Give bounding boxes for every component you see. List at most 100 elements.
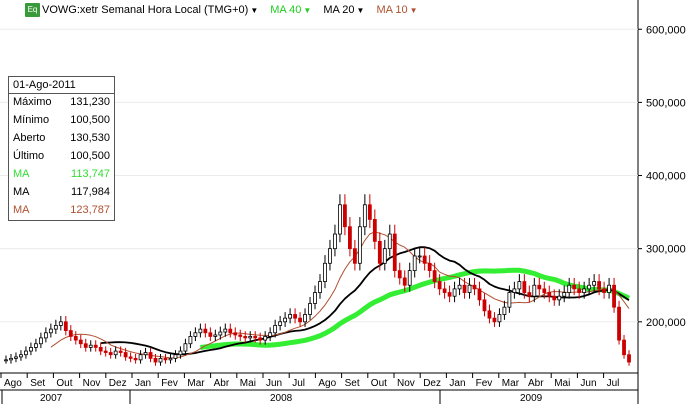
candle-body [427, 262, 432, 272]
candle-body [452, 288, 457, 297]
ma10-selector[interactable]: MA 10 ▼ [376, 4, 418, 16]
candle-body [338, 204, 342, 235]
candle-body [133, 357, 138, 361]
candle-body [223, 328, 228, 333]
candle-body [352, 248, 357, 264]
candle-body [412, 255, 417, 272]
year-label: 2008 [270, 393, 293, 404]
candle-body [4, 359, 8, 362]
x-tick-label: Fev [161, 378, 178, 389]
x-tick-label: Abr [528, 378, 544, 389]
candle-body [123, 352, 128, 358]
candle-body [63, 321, 68, 331]
candle-body [617, 306, 621, 341]
candle-body [108, 352, 113, 356]
candle-body [397, 270, 402, 279]
candle-body [43, 332, 48, 339]
candle-body [14, 356, 18, 359]
candle-body [248, 336, 253, 339]
candle-body [103, 350, 108, 353]
candle-body [333, 233, 337, 250]
ma20-selector[interactable]: MA 20 ▼ [323, 4, 365, 16]
candle-body [372, 219, 377, 242]
candle-body [328, 248, 332, 264]
candle-body [29, 347, 33, 352]
candle-body [387, 233, 392, 250]
info-label: Máximo [13, 96, 52, 108]
x-tick-label: Jan [449, 378, 465, 389]
x-tick-label: Jul [292, 378, 305, 389]
info-label: MA [13, 204, 30, 216]
x-tick-label: Mar [187, 378, 205, 389]
candle-body [188, 336, 193, 345]
x-tick-label: Mai [554, 378, 570, 389]
ma40-selector[interactable]: MA 40 ▼ [270, 4, 312, 16]
candle-body [447, 292, 452, 297]
candle-body [278, 321, 283, 326]
candle-body [38, 337, 43, 345]
candle-body [382, 248, 387, 264]
candle-body [572, 284, 577, 290]
candle-body [73, 336, 78, 341]
candle-body [422, 255, 427, 264]
info-value: 117,984 [71, 186, 110, 198]
candle-body [323, 262, 327, 282]
candle-body [392, 233, 397, 272]
candle-body [78, 339, 83, 345]
equity-icon: Eq [25, 3, 40, 17]
candle-body [552, 295, 557, 301]
candle-body [562, 292, 567, 297]
info-value: 130,530 [70, 132, 110, 144]
candle-body [283, 317, 288, 323]
candle-body [582, 288, 587, 293]
candle-body [268, 332, 273, 337]
candle-body [68, 330, 73, 337]
candle-body [113, 350, 118, 356]
candle-body [537, 284, 542, 290]
year-label: 2009 [520, 393, 543, 404]
info-value: 100,500 [70, 114, 110, 126]
candle-body [118, 350, 123, 353]
candle-body [153, 357, 158, 363]
x-tick-label: Dez [109, 378, 127, 389]
candle-body [293, 314, 297, 319]
candle-body [437, 281, 442, 290]
x-tick-label: Mai [240, 378, 256, 389]
x-tick-label: Jan [135, 378, 151, 389]
year-label: 2007 [40, 393, 63, 404]
x-tick-label: Nov [397, 378, 415, 389]
candle-body [487, 310, 492, 319]
candle-body [507, 292, 512, 308]
candle-body [128, 356, 133, 359]
y-tick-label: 500,000 [646, 97, 686, 109]
x-tick-label: Set [345, 378, 360, 389]
info-label: Mínimo [13, 114, 50, 126]
candle-body [512, 288, 517, 293]
candle-body [34, 343, 38, 348]
candle-body [472, 284, 477, 290]
x-tick-label: Out [371, 378, 387, 389]
info-row: Máximo 131,230 [9, 94, 114, 112]
info-label: MA [13, 186, 30, 198]
candle-body [547, 292, 552, 297]
candle-body [492, 317, 497, 323]
candle-body [58, 321, 63, 326]
candle-body [183, 343, 188, 352]
candle-body [83, 343, 88, 348]
candle-body [158, 357, 163, 363]
candle-body [93, 344, 98, 348]
candle-body [597, 281, 602, 290]
candle-body [313, 292, 317, 304]
candle-body [587, 284, 592, 290]
instrument-title[interactable]: VOWG:xetr Semanal Hora Local (TMG+0) ▼ [42, 4, 259, 16]
y-tick-label: 300,000 [646, 244, 686, 256]
candle-body [238, 334, 243, 337]
candle-body [502, 306, 507, 315]
info-date: 01-Ago-2011 [9, 77, 114, 94]
candle-body [522, 281, 527, 293]
candle-body [497, 314, 502, 323]
info-row: MA 123,787 [9, 202, 114, 220]
candle-body [318, 281, 322, 293]
candle-body [24, 350, 28, 356]
candle-body [168, 357, 173, 361]
